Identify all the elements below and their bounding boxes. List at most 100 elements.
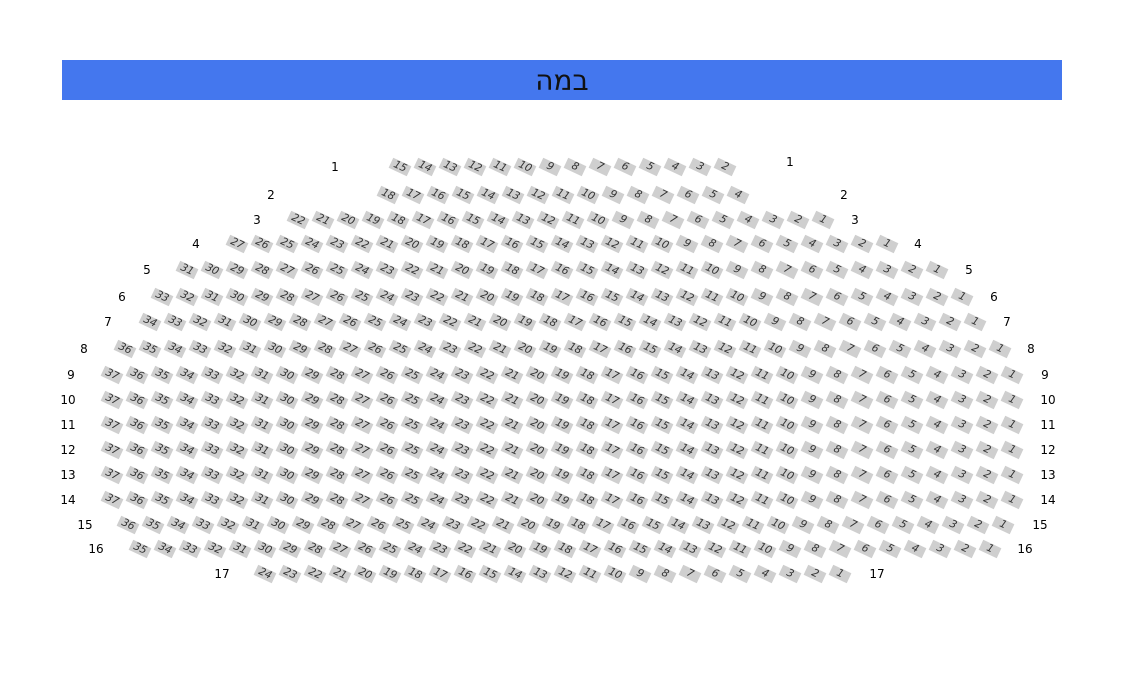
seat-row14-9[interactable]: 9: [800, 490, 824, 510]
seat-row17-14[interactable]: 14: [503, 564, 527, 584]
seat-row8-29[interactable]: 29: [288, 339, 312, 359]
seat-row4-19[interactable]: 19: [425, 234, 449, 254]
seat-row15-1[interactable]: 1: [991, 515, 1015, 535]
seat-row11-35[interactable]: 35: [150, 415, 174, 435]
seat-row8-27[interactable]: 27: [338, 339, 362, 359]
seat-row8-24[interactable]: 24: [413, 339, 437, 359]
seat-row5-25[interactable]: 25: [325, 260, 349, 280]
seat-row11-12[interactable]: 12: [725, 415, 749, 435]
seat-row4-20[interactable]: 20: [400, 234, 424, 254]
seat-row14-2[interactable]: 2: [975, 490, 999, 510]
seat-row3-9[interactable]: 9: [611, 210, 635, 230]
seat-row6-31[interactable]: 31: [200, 287, 224, 307]
seat-row9-32[interactable]: 32: [225, 365, 249, 385]
seat-row10-34[interactable]: 34: [175, 390, 199, 410]
seat-row4-10[interactable]: 10: [650, 234, 674, 254]
seat-row1-10[interactable]: 10: [513, 157, 537, 177]
seat-row9-26[interactable]: 26: [375, 365, 399, 385]
seat-row4-4[interactable]: 4: [800, 234, 824, 254]
seat-row11-11[interactable]: 11: [750, 415, 774, 435]
seat-row12-14[interactable]: 14: [675, 440, 699, 460]
seat-row15-32[interactable]: 32: [216, 515, 240, 535]
seat-row4-14[interactable]: 14: [550, 234, 574, 254]
seat-row16-25[interactable]: 25: [378, 539, 402, 559]
seat-row12-18[interactable]: 18: [575, 440, 599, 460]
seat-row6-15[interactable]: 15: [600, 287, 624, 307]
seat-row12-6[interactable]: 6: [875, 440, 899, 460]
seat-row8-21[interactable]: 21: [488, 339, 512, 359]
seat-row4-8[interactable]: 8: [700, 234, 724, 254]
seat-row15-36[interactable]: 36: [116, 515, 140, 535]
seat-row15-13[interactable]: 13: [691, 515, 715, 535]
seat-row14-28[interactable]: 28: [325, 490, 349, 510]
seat-row3-6[interactable]: 6: [686, 210, 710, 230]
seat-row14-35[interactable]: 35: [150, 490, 174, 510]
seat-row13-19[interactable]: 19: [550, 465, 574, 485]
seat-row14-1[interactable]: 1: [1000, 490, 1024, 510]
seat-row12-29[interactable]: 29: [300, 440, 324, 460]
seat-row7-24[interactable]: 24: [388, 312, 412, 332]
seat-row7-15[interactable]: 15: [613, 312, 637, 332]
seat-row6-5[interactable]: 5: [850, 287, 874, 307]
seat-row9-12[interactable]: 12: [725, 365, 749, 385]
seat-row14-20[interactable]: 20: [525, 490, 549, 510]
seat-row13-1[interactable]: 1: [1000, 465, 1024, 485]
seat-row9-23[interactable]: 23: [450, 365, 474, 385]
seat-row3-8[interactable]: 8: [636, 210, 660, 230]
seat-row10-32[interactable]: 32: [225, 390, 249, 410]
seat-row3-7[interactable]: 7: [661, 210, 685, 230]
seat-row1-12[interactable]: 12: [463, 157, 487, 177]
seat-row6-16[interactable]: 16: [575, 287, 599, 307]
seat-row14-6[interactable]: 6: [875, 490, 899, 510]
seat-row12-17[interactable]: 17: [600, 440, 624, 460]
seat-row8-31[interactable]: 31: [238, 339, 262, 359]
seat-row13-34[interactable]: 34: [175, 465, 199, 485]
seat-row7-11[interactable]: 11: [713, 312, 737, 332]
seat-row15-33[interactable]: 33: [191, 515, 215, 535]
seat-row8-15[interactable]: 15: [638, 339, 662, 359]
seat-row11-24[interactable]: 24: [425, 415, 449, 435]
seat-row13-36[interactable]: 36: [125, 465, 149, 485]
seat-row7-8[interactable]: 8: [788, 312, 812, 332]
seat-row7-25[interactable]: 25: [363, 312, 387, 332]
seat-row15-26[interactable]: 26: [366, 515, 390, 535]
seat-row11-2[interactable]: 2: [975, 415, 999, 435]
seat-row13-13[interactable]: 13: [700, 465, 724, 485]
seat-row13-22[interactable]: 22: [475, 465, 499, 485]
seat-row5-10[interactable]: 10: [700, 260, 724, 280]
seat-row10-1[interactable]: 1: [1000, 390, 1024, 410]
seat-row1-15[interactable]: 15: [388, 157, 412, 177]
seat-row9-31[interactable]: 31: [250, 365, 274, 385]
seat-row8-28[interactable]: 28: [313, 339, 337, 359]
seat-row10-3[interactable]: 3: [950, 390, 974, 410]
seat-row6-20[interactable]: 20: [475, 287, 499, 307]
seat-row11-36[interactable]: 36: [125, 415, 149, 435]
seat-row16-20[interactable]: 20: [503, 539, 527, 559]
seat-row11-21[interactable]: 21: [500, 415, 524, 435]
seat-row9-16[interactable]: 16: [625, 365, 649, 385]
seat-row10-35[interactable]: 35: [150, 390, 174, 410]
seat-row9-19[interactable]: 19: [550, 365, 574, 385]
seat-row16-33[interactable]: 33: [178, 539, 202, 559]
seat-row1-4[interactable]: 4: [663, 157, 687, 177]
seat-row17-2[interactable]: 2: [803, 564, 827, 584]
seat-row3-15[interactable]: 15: [461, 210, 485, 230]
seat-row15-4[interactable]: 4: [916, 515, 940, 535]
seat-row15-19[interactable]: 19: [541, 515, 565, 535]
seat-row16-4[interactable]: 4: [903, 539, 927, 559]
seat-row16-14[interactable]: 14: [653, 539, 677, 559]
seat-row11-29[interactable]: 29: [300, 415, 324, 435]
seat-row13-21[interactable]: 21: [500, 465, 524, 485]
seat-row9-21[interactable]: 21: [500, 365, 524, 385]
seat-row10-22[interactable]: 22: [475, 390, 499, 410]
seat-row3-5[interactable]: 5: [711, 210, 735, 230]
seat-row11-3[interactable]: 3: [950, 415, 974, 435]
seat-row4-11[interactable]: 11: [625, 234, 649, 254]
seat-row13-15[interactable]: 15: [650, 465, 674, 485]
seat-row15-16[interactable]: 16: [616, 515, 640, 535]
seat-row13-10[interactable]: 10: [775, 465, 799, 485]
seat-row8-26[interactable]: 26: [363, 339, 387, 359]
seat-row8-36[interactable]: 36: [113, 339, 137, 359]
seat-row8-22[interactable]: 22: [463, 339, 487, 359]
seat-row13-9[interactable]: 9: [800, 465, 824, 485]
